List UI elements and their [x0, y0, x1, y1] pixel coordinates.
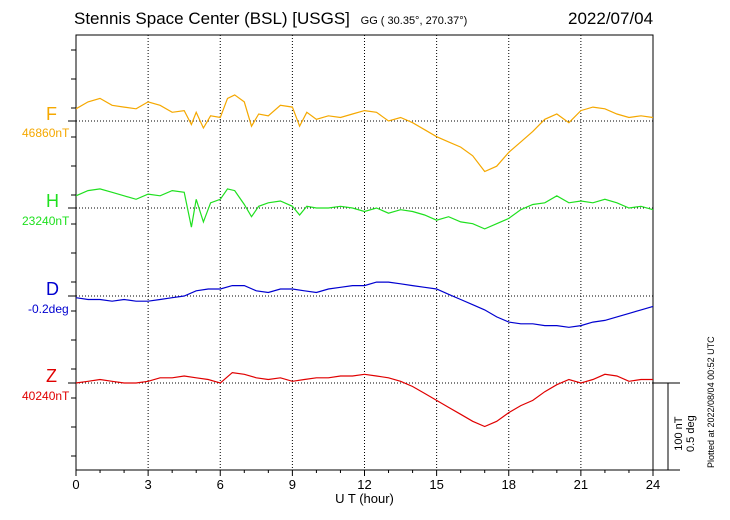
x-tick-label: 12 — [357, 477, 371, 492]
base-z: 40240nT — [22, 389, 70, 403]
trace-Z — [75, 371, 653, 428]
scale-nt: 100 nT — [673, 416, 685, 451]
x-axis-label: U T (hour) — [335, 491, 394, 506]
label-d: D — [46, 279, 59, 299]
plotted-note: Plotted at 2022/08/04 00:52 UTC — [706, 336, 716, 468]
x-tick-label: 9 — [289, 477, 296, 492]
trace-F — [75, 94, 654, 173]
trace-D — [75, 281, 654, 328]
label-h: H — [46, 191, 59, 211]
station-name: Stennis Space Center (BSL) [USGS] — [74, 9, 350, 28]
label-z: Z — [46, 366, 57, 386]
scale-deg: 0.5 deg — [685, 415, 697, 452]
x-tick-label: 24 — [646, 477, 660, 492]
base-f: 46860nT — [22, 126, 70, 140]
trace-H — [75, 188, 654, 230]
x-tick-label: 21 — [574, 477, 588, 492]
x-tick-label: 3 — [145, 477, 152, 492]
x-tick-label: 0 — [72, 477, 79, 492]
base-h: 23240nT — [22, 214, 70, 228]
label-f: F — [46, 104, 57, 124]
station-title: Stennis Space Center (BSL) [USGS] GG ( 3… — [74, 9, 467, 29]
scale-label: 100 nT 0.5 deg — [673, 415, 697, 452]
date-label: 2022/07/04 — [568, 9, 654, 28]
x-tick-label: 15 — [429, 477, 443, 492]
x-tick-label: 18 — [502, 477, 516, 492]
base-d: -0.2deg — [28, 302, 69, 316]
x-tick-label: 6 — [217, 477, 224, 492]
station-coords: GG ( 30.35°, 270.37°) — [360, 15, 468, 27]
